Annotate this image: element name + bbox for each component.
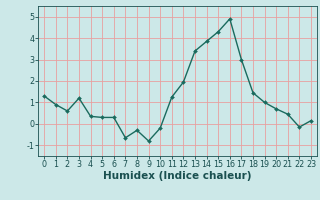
X-axis label: Humidex (Indice chaleur): Humidex (Indice chaleur) <box>103 171 252 181</box>
